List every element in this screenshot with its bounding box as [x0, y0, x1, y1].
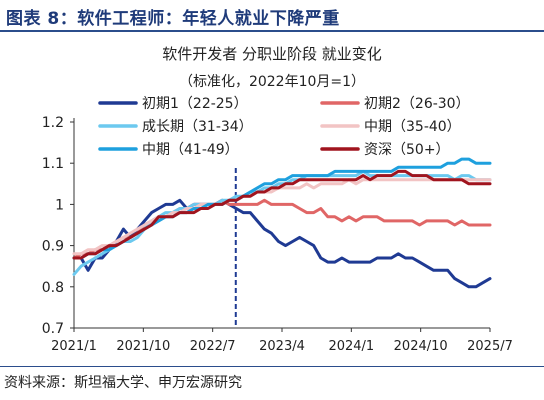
- legend-label-1: 初期1（22-25）: [142, 95, 248, 112]
- title-divider: [0, 30, 544, 32]
- chart-title: 软件开发者 分职业阶段 就业变化: [162, 45, 382, 63]
- series-line-6: [72, 169, 492, 260]
- x-tick-label: 2023/4: [259, 339, 305, 354]
- source-note: 资料来源：斯坦福大学、申万宏源研究: [4, 375, 242, 391]
- figure-title: 图表 8：软件工程师：年轻人就业下降严重: [6, 9, 340, 29]
- legend-label-4: 中期（35-40）: [364, 119, 461, 135]
- y-tick-label: 1: [55, 197, 64, 213]
- x-tick-label: 2024/10: [394, 339, 448, 354]
- x-tick-label: 2024/1: [328, 339, 374, 354]
- y-tick-label: 0.9: [42, 239, 64, 255]
- x-tick-label: 2021/1: [51, 339, 97, 354]
- series-line-4: [72, 178, 492, 256]
- y-tick-label: 0.7: [42, 321, 64, 337]
- legend-label-5: 中期（41-49）: [142, 142, 239, 158]
- x-tick-label: 2025/7: [467, 339, 513, 354]
- bottom-divider: [0, 366, 544, 367]
- legend-label-3: 成长期（31-34）: [142, 119, 253, 135]
- y-tick-label: 1.2: [42, 115, 64, 131]
- legend: 初期1（22-25） 初期2（26-30） 成长期（31-34） 中期（35-40） 中…: [98, 95, 470, 158]
- x-tick-label: 2022/7: [190, 339, 236, 354]
- series-group: [72, 157, 492, 289]
- legend-label-6: 资深（50+）: [364, 142, 450, 158]
- y-tick-label: 1.1: [42, 156, 64, 172]
- y-tick-label: 0.8: [42, 280, 64, 296]
- line-chart: 软件开发者 分职业阶段 就业变化 （标准化，2022年10月=1） 初期1（22…: [42, 45, 513, 354]
- x-tick-label: 2021/10: [116, 339, 170, 354]
- series-line-1: [72, 198, 492, 289]
- chart-subtitle: （标准化，2022年10月=1）: [179, 74, 365, 90]
- legend-label-2: 初期2（26-30）: [364, 95, 470, 112]
- axes: 0.7 0.8 0.9 1 1.1 1.2 2021/1 2021/10 2022/7 2023/…: [42, 115, 513, 354]
